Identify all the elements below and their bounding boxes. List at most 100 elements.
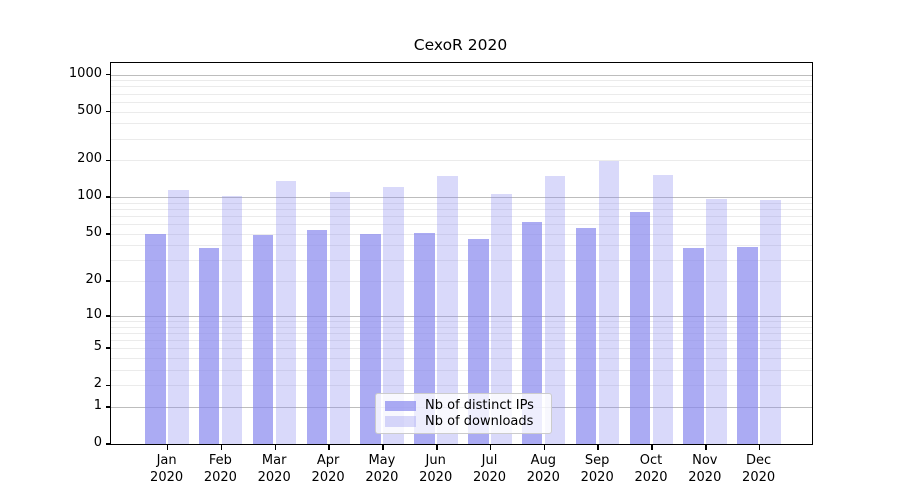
bar-downloads bbox=[760, 199, 781, 444]
x-tick-label: Jun 2020 bbox=[419, 453, 453, 485]
bar-downloads bbox=[329, 191, 351, 444]
chart-title: CexoR 2020 bbox=[413, 36, 508, 54]
gridline-major bbox=[111, 315, 812, 317]
gridline-minor bbox=[111, 385, 812, 387]
y-tick-mark bbox=[106, 73, 111, 76]
bar-downloads bbox=[598, 160, 620, 444]
bar-distinct-ips bbox=[521, 222, 543, 444]
x-tick-label: Dec 2020 bbox=[742, 453, 776, 485]
x-tick-label: Sep 2020 bbox=[580, 453, 614, 485]
bar-distinct-ips bbox=[468, 239, 489, 444]
x-tick-mark bbox=[489, 445, 492, 450]
y-tick-mark bbox=[106, 233, 111, 235]
y-tick-label: 10 bbox=[85, 306, 102, 322]
y-tick-mark bbox=[106, 347, 111, 349]
legend-row-downloads: Nb of downloads bbox=[385, 415, 543, 428]
gridline-minor bbox=[111, 160, 812, 162]
gridline-minor bbox=[111, 123, 812, 125]
gridline-minor bbox=[111, 224, 812, 226]
x-tick-label: Aug 2020 bbox=[526, 453, 560, 485]
y-tick-label: 1 bbox=[93, 397, 102, 413]
gridline-minor bbox=[111, 202, 812, 204]
gridline-minor bbox=[111, 80, 812, 82]
y-tick-label: 100 bbox=[77, 188, 102, 204]
x-tick-mark bbox=[758, 445, 761, 450]
bar-downloads bbox=[437, 176, 458, 444]
y-tick-label: 1000 bbox=[68, 65, 102, 81]
plot-area bbox=[106, 62, 813, 450]
x-tick-mark bbox=[705, 445, 707, 450]
legend-row-distinct-ips: Nb of distinct IPs bbox=[385, 399, 543, 412]
y-tick-label: 0 bbox=[93, 435, 102, 450]
gridline-minor bbox=[111, 86, 812, 88]
bar-distinct-ips bbox=[737, 246, 758, 444]
gridline-minor bbox=[111, 245, 812, 247]
x-tick-mark bbox=[328, 445, 330, 450]
gridline-minor bbox=[111, 216, 812, 217]
bar-distinct-ips bbox=[683, 248, 704, 444]
y-tick-label: 2 bbox=[93, 376, 102, 392]
gridline-minor bbox=[111, 138, 812, 140]
x-tick-mark bbox=[436, 445, 438, 450]
x-tick-label: Jul 2020 bbox=[472, 453, 507, 485]
y-tick-label: 20 bbox=[85, 272, 102, 288]
gridline-minor bbox=[111, 339, 812, 341]
bar-distinct-ips bbox=[145, 233, 166, 444]
x-tick-mark bbox=[543, 445, 546, 450]
gridline-major bbox=[111, 74, 812, 76]
bar-downloads bbox=[706, 198, 727, 444]
gridline-minor bbox=[111, 260, 812, 262]
y-tick-mark bbox=[106, 196, 111, 198]
gridline-minor bbox=[111, 93, 812, 95]
y-tick-label: 5 bbox=[93, 339, 102, 355]
bar-downloads bbox=[275, 180, 297, 444]
bar-distinct-ips bbox=[198, 248, 220, 444]
bar-downloads bbox=[491, 193, 512, 444]
y-tick-mark bbox=[106, 315, 111, 317]
y-tick-mark bbox=[106, 406, 111, 408]
y-tick-mark bbox=[106, 384, 111, 386]
bar-downloads bbox=[383, 187, 404, 444]
gridline-major bbox=[111, 197, 812, 199]
y-tick-mark bbox=[106, 159, 111, 162]
y-tick-mark bbox=[106, 110, 111, 113]
x-tick-label: Oct 2020 bbox=[634, 453, 668, 485]
x-tick-label: Feb 2020 bbox=[203, 453, 237, 485]
x-tick-label: Mar 2020 bbox=[257, 453, 291, 485]
bar-distinct-ips bbox=[360, 233, 381, 444]
x-tick-mark bbox=[651, 445, 653, 450]
gridline-minor bbox=[111, 281, 812, 283]
x-tick-label: Jan 2020 bbox=[150, 453, 184, 485]
y-tick-label: 500 bbox=[77, 102, 102, 118]
gridline-minor bbox=[111, 101, 812, 103]
x-tick-mark bbox=[220, 445, 223, 450]
legend-swatch-downloads bbox=[385, 416, 416, 427]
x-tick-mark bbox=[274, 445, 276, 450]
y-tick-mark bbox=[106, 280, 111, 282]
legend-label-downloads: Nb of downloads bbox=[425, 413, 534, 429]
bar-downloads bbox=[221, 196, 243, 444]
legend: Nb of distinct IPs Nb of downloads bbox=[375, 393, 552, 434]
bar-distinct-ips bbox=[252, 234, 274, 444]
gridline-minor bbox=[111, 326, 812, 328]
y-tick-label: 50 bbox=[85, 224, 102, 240]
gridline-minor bbox=[111, 320, 812, 322]
x-tick-label: Nov 2020 bbox=[688, 453, 722, 485]
bar-distinct-ips bbox=[575, 227, 597, 444]
bar-downloads bbox=[652, 174, 673, 444]
legend-swatch-distinct-ips bbox=[385, 400, 416, 411]
bar-distinct-ips bbox=[629, 212, 650, 444]
gridline-minor bbox=[111, 209, 812, 210]
legend-label-distinct-ips: Nb of distinct IPs bbox=[425, 398, 534, 414]
x-tick-mark bbox=[597, 445, 599, 450]
bar-distinct-ips bbox=[414, 232, 435, 444]
x-tick-label: Apr 2020 bbox=[311, 453, 345, 485]
gridline-minor bbox=[111, 332, 812, 334]
gridline-minor bbox=[111, 369, 812, 371]
bar-distinct-ips bbox=[306, 229, 328, 444]
x-tick-mark bbox=[166, 445, 169, 450]
bar-downloads bbox=[544, 175, 566, 444]
gridline-minor bbox=[111, 357, 812, 359]
gridline-minor bbox=[111, 233, 812, 235]
